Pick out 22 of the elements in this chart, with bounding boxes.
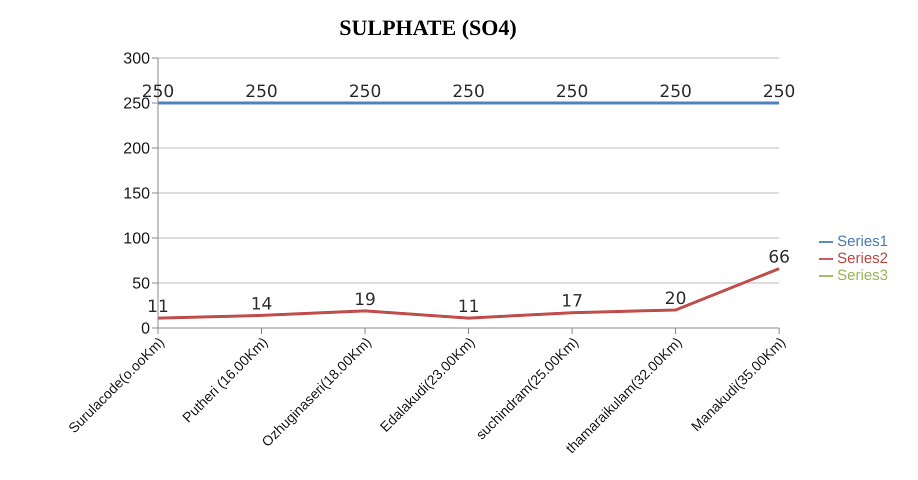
data-label: 20: [664, 289, 686, 309]
y-tick-label: 50: [132, 276, 150, 293]
data-label: 250: [762, 82, 796, 102]
data-label: 250: [348, 82, 382, 102]
legend-label: Series3: [837, 266, 888, 284]
data-label: 14: [250, 294, 272, 314]
data-label: 66: [768, 248, 790, 268]
legend-label: Series2: [837, 250, 888, 266]
y-tick-label: 150: [123, 186, 150, 203]
data-label: 250: [659, 82, 692, 102]
data-label: 250: [452, 82, 485, 102]
data-label: 11: [458, 297, 480, 318]
y-tick-label: 200: [123, 140, 150, 158]
y-tick-label: 0: [141, 320, 150, 338]
legend-label: Series1: [837, 232, 888, 250]
y-tick-label: 100: [123, 230, 150, 248]
data-label: 250: [245, 82, 278, 102]
data-label: 17: [561, 292, 583, 312]
chart-title: SULPHATE (SO4): [338, 14, 518, 42]
data-label: 19: [354, 290, 376, 310]
data-label: 250: [556, 82, 588, 102]
y-tick-label: 300: [123, 50, 150, 68]
